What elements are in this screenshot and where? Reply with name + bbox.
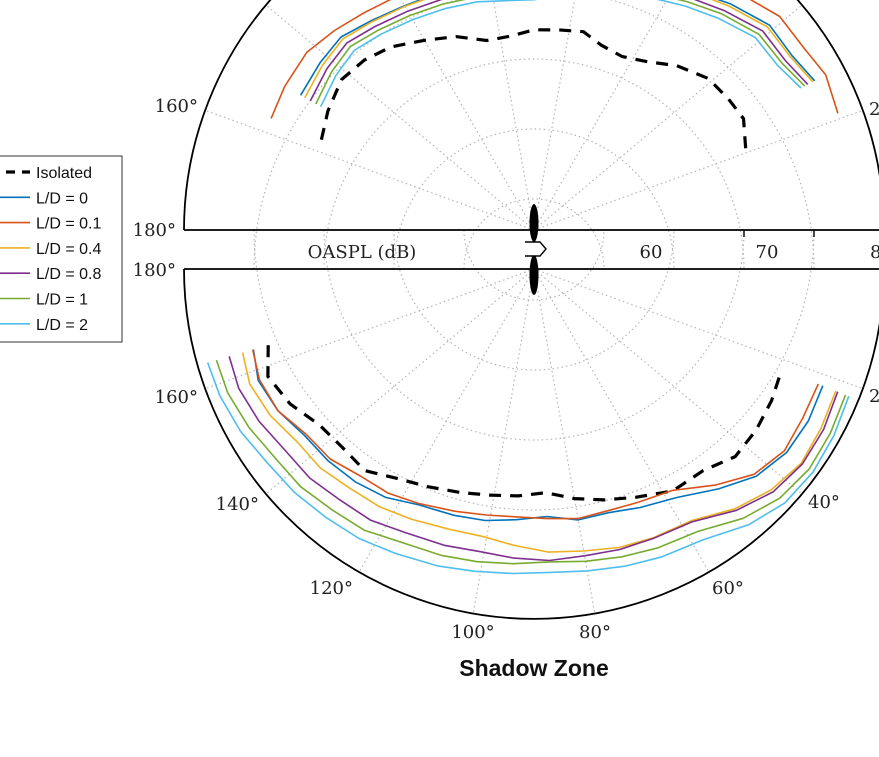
lower-grid-spoke-40 <box>533 268 803 495</box>
series-5-lower-line <box>215 359 847 565</box>
series-0-lower-line <box>266 345 784 502</box>
upper-grid-circle-40 <box>463 229 605 301</box>
upper-polar-grid <box>204 0 864 511</box>
series-2-upper-line <box>270 0 839 119</box>
upper-grid-spoke-20 <box>533 109 864 231</box>
series-5-upper-line <box>315 0 806 105</box>
lower-grid-spoke-160 <box>204 268 535 390</box>
chart-title: Shadow Zone <box>459 655 609 681</box>
r-tick-60: 60 <box>640 242 663 263</box>
upper-outer-arc <box>183 0 879 231</box>
series-1-lower-line <box>252 349 824 522</box>
series-3-upper-line <box>304 0 814 99</box>
lower-polar-grid <box>204 0 864 614</box>
lower-grid-spoke-20 <box>533 268 864 390</box>
r-tick-70: 70 <box>756 242 779 263</box>
lower-angle-label-60: 60° <box>712 578 744 599</box>
series-2-lower-line <box>251 349 820 520</box>
lower-angle-label-160: 160° <box>155 387 198 408</box>
series-6-upper-line <box>319 0 802 108</box>
axis-labels: OASPL (dB) 60 70 8 160° 180° 2 180° 160°… <box>133 96 879 681</box>
upper-nacelle-glyph <box>529 204 539 242</box>
lower-grid-circle-60 <box>323 58 745 270</box>
legend-label-5: L/D = 1 <box>36 292 88 309</box>
legend-label-6: L/D = 2 <box>36 317 88 334</box>
polar-frame <box>183 0 879 620</box>
legend: Isolated L/D = 0 L/D = 0.1 L/D = 0.4 L/D = 0… <box>0 155 123 343</box>
lower-outer-arc <box>183 268 879 620</box>
lower-grid-circle-40 <box>463 198 605 270</box>
legend-label-4: L/D = 0.8 <box>36 266 101 283</box>
upper-grid-spoke-160 <box>204 109 535 231</box>
series-0-upper-line <box>319 28 748 149</box>
upper-grid-spoke-120 <box>400 0 535 231</box>
series-3-lower-line <box>241 352 837 553</box>
legend-label-3: L/D = 0.4 <box>36 241 101 258</box>
legend-label-2: L/D = 0.1 <box>36 216 101 233</box>
r-axis-label: OASPL (dB) <box>308 242 417 263</box>
origin-marker <box>525 241 547 257</box>
upper-grid-spoke-60 <box>533 0 668 231</box>
series-4-lower-line <box>228 356 839 562</box>
legend-label-0: Isolated <box>36 165 92 182</box>
upper-grid-spoke-140 <box>265 4 535 231</box>
r-tick-80: 8 <box>870 242 879 263</box>
lower-angle-label-80: 80° <box>579 622 611 643</box>
legend-box <box>0 155 123 343</box>
series-4-upper-line <box>309 0 809 102</box>
upper-angle-label-180: 180° <box>133 220 176 241</box>
upper-angle-label-160: 160° <box>155 96 198 117</box>
series-6-lower-line <box>206 362 850 575</box>
lower-angle-label-120: 120° <box>310 578 353 599</box>
lower-grid-spoke-140 <box>265 268 535 495</box>
lower-angle-label-20: 2 <box>869 386 879 407</box>
upper-grid-circle-60 <box>323 229 745 441</box>
lower-angle-label-40: 40° <box>808 492 840 513</box>
series-1-upper-line <box>299 0 816 96</box>
lower-angle-label-100: 100° <box>451 622 494 643</box>
series-layer <box>206 0 850 575</box>
lower-nacelle-glyph <box>529 255 539 295</box>
upper-grid-spoke-100 <box>492 0 535 231</box>
lower-angle-label-180: 180° <box>133 260 176 281</box>
lower-angle-label-140: 140° <box>216 494 259 515</box>
legend-label-1: L/D = 0 <box>36 190 88 207</box>
upper-angle-label-20: 2 <box>869 99 879 120</box>
